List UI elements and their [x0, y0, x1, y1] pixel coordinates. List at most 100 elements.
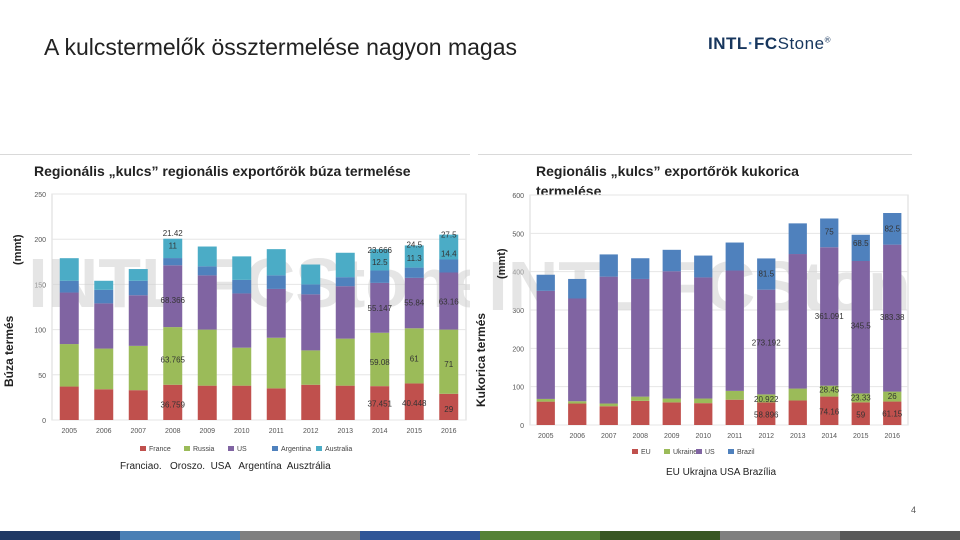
wheat-bar-russia-2007	[128, 345, 148, 391]
corn-legend-swatch-eu	[632, 449, 638, 454]
wheat-bar-france-2010	[232, 385, 252, 420]
corn-y-axis-unit: (mmt)	[496, 248, 508, 279]
wheat-bar-russia-2012	[301, 350, 321, 385]
corn-y-tick-label: 400	[512, 270, 524, 277]
wheat-x-tick-label: 2010	[234, 428, 250, 435]
wheat-legend-label: Argentina	[281, 446, 311, 453]
corn-bar-us-2010	[694, 277, 713, 399]
corn-legend-caption: EU Ukrajna USA Brazília	[666, 467, 777, 478]
footer-segment	[840, 531, 960, 540]
corn-data-label: 82.5	[884, 225, 900, 234]
wheat-data-label: 24.5	[406, 241, 422, 250]
corn-bar-eu-2005	[536, 401, 555, 425]
wheat-bar-us-2005	[59, 292, 79, 345]
corn-y-tick-label: 600	[512, 193, 524, 200]
wheat-chart-title: Regionális „kulcs” regionális exportőrök…	[34, 163, 411, 179]
wheat-data-label: 29	[444, 405, 453, 414]
wheat-bar-australia-2016	[439, 234, 459, 260]
wheat-x-tick-label: 2012	[303, 428, 319, 435]
logo-registered: ®	[824, 35, 831, 45]
wheat-x-tick-label: 2005	[61, 428, 77, 435]
wheat-bar-us-2016	[439, 272, 459, 330]
corn-bar-ukraine-2008	[631, 396, 650, 401]
corn-bar-ukraine-2005	[536, 398, 555, 402]
wheat-bar-australia-2008	[163, 238, 183, 259]
wheat-bar-argentina-2012	[301, 284, 321, 295]
wheat-bar-australia-2015	[404, 245, 424, 268]
wheat-bar-russia-2013	[335, 338, 355, 386]
wheat-plot-area	[51, 193, 467, 421]
wheat-bar-russia-2010	[232, 347, 252, 386]
corn-bar-us-2012	[757, 289, 776, 395]
corn-bar-ukraine-2013	[788, 388, 807, 401]
corn-bar-ukraine-2016	[883, 391, 902, 402]
wheat-bar-australia-2007	[128, 269, 148, 281]
corn-bar-eu-2011	[725, 399, 744, 425]
corn-bar-brazil-2007	[599, 254, 618, 277]
corn-x-tick-label: 2016	[884, 433, 900, 440]
wheat-data-label: 71	[444, 360, 453, 369]
wheat-bar-argentina-2007	[128, 280, 148, 296]
wheat-bar-russia-2009	[197, 329, 217, 386]
wheat-y-tick-label: 50	[38, 373, 46, 380]
corn-bar-eu-2008	[631, 400, 650, 425]
wheat-bar-france-2016	[439, 393, 459, 420]
corn-bar-ukraine-2012	[757, 394, 776, 403]
wheat-bar-russia-2011	[266, 337, 286, 389]
wheat-bar-australia-2014	[370, 249, 390, 271]
wheat-bar-france-2014	[370, 386, 390, 420]
corn-data-label: 28.45	[819, 386, 840, 395]
wheat-bar-australia-2011	[266, 249, 286, 276]
corn-bar-eu-2016	[883, 401, 902, 425]
wheat-y-tick-label: 150	[34, 282, 46, 289]
corn-data-label: 59	[856, 411, 865, 420]
corn-x-tick-label: 2010	[695, 433, 711, 440]
corn-legend-label: EU	[641, 449, 651, 456]
slide-title: A kulcstermelők össztermelése nagyon mag…	[44, 34, 517, 60]
corn-x-tick-label: 2014	[821, 433, 837, 440]
wheat-bar-russia-2005	[59, 344, 79, 387]
corn-bar-eu-2006	[568, 403, 587, 425]
wheat-bar-france-2006	[94, 389, 114, 420]
logo-intl: INTL	[708, 34, 748, 53]
wheat-bar-argentina-2006	[94, 289, 114, 304]
wheat-bar-russia-2014	[370, 332, 390, 387]
wheat-legend-label: Australia	[325, 446, 352, 453]
corn-data-label: 74.16	[819, 408, 840, 417]
wheat-chart-svg: 050100150200250INTL FCStone2005200620072…	[28, 192, 470, 453]
wheat-data-label: 11.3	[407, 254, 423, 263]
corn-bar-eu-2009	[662, 402, 681, 425]
wheat-legend-swatch-france	[140, 446, 146, 451]
wheat-data-label: 55.84	[404, 298, 425, 307]
corn-y-tick-label: 300	[512, 308, 524, 315]
wheat-data-label: 37.451	[368, 400, 393, 409]
corn-bar-brazil-2011	[725, 242, 744, 271]
wheat-bar-australia-2006	[94, 280, 114, 290]
wheat-data-label: 27.5	[441, 231, 457, 240]
wheat-bar-us-2015	[404, 277, 424, 329]
footer-segment	[360, 531, 480, 540]
wheat-bar-france-2008	[163, 384, 183, 420]
corn-bar-brazil-2012	[757, 258, 776, 290]
corn-data-label: 20.922	[754, 395, 779, 404]
logo-fc: FC	[753, 34, 778, 53]
wheat-x-tick-label: 2007	[130, 428, 146, 435]
wheat-x-tick-label: 2014	[372, 428, 388, 435]
logo-separator: ·	[747, 34, 754, 53]
corn-data-label: 26	[888, 392, 897, 401]
wheat-bar-us-2010	[232, 293, 252, 348]
wheat-legend-swatch-argentina	[272, 446, 278, 451]
corn-bar-us-2013	[788, 254, 807, 389]
wheat-data-label: 21.42	[163, 229, 184, 238]
wheat-bar-argentina-2011	[266, 275, 286, 289]
wheat-bar-argentina-2005	[59, 280, 79, 293]
corn-data-label: 345.5	[851, 321, 872, 330]
corn-data-label: 58.896	[754, 410, 779, 419]
corn-bar-eu-2014	[820, 396, 839, 425]
corn-bar-ukraine-2006	[568, 401, 587, 404]
wheat-bar-us-2013	[335, 286, 355, 339]
wheat-data-label: 23.666	[368, 246, 393, 255]
corn-data-label: 75	[825, 227, 834, 236]
wheat-bar-australia-2005	[59, 258, 79, 281]
corn-legend-label: US	[705, 449, 715, 456]
